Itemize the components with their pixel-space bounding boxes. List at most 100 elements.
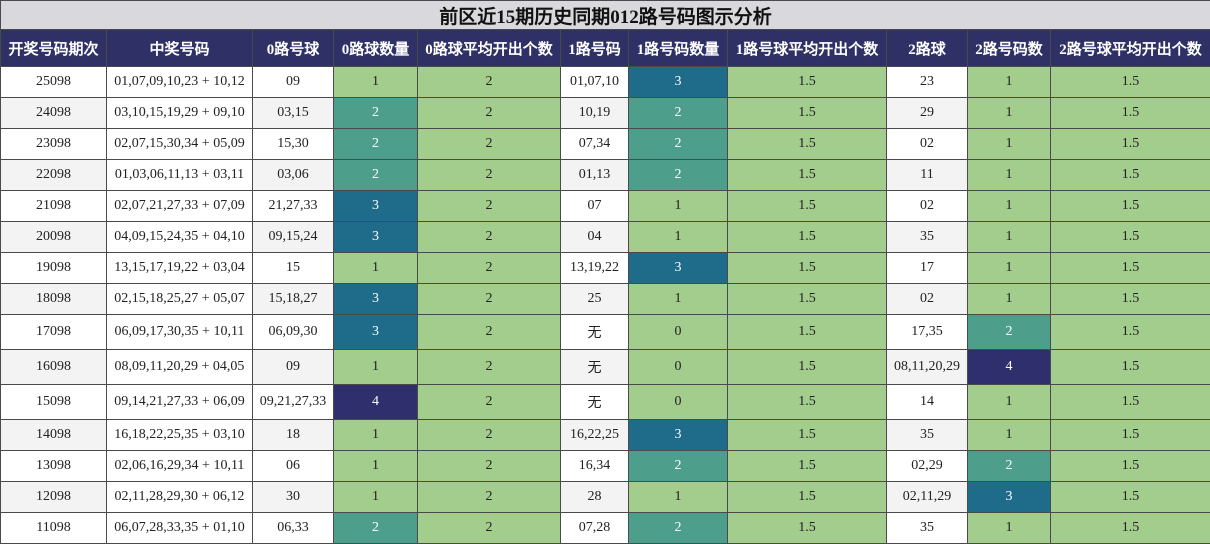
route1-average-cell: 1.5 (727, 97, 887, 129)
table-row: 23098 02,07,15,30,34 + 05,09 15,30 2 2 07,34 2… (0, 128, 1210, 160)
route0-average-cell: 2 (417, 314, 561, 350)
route2-average-cell: 1.5 (1049, 283, 1210, 315)
route0-count-cell: 3 (333, 314, 418, 350)
route1-count-cell: 2 (628, 450, 728, 482)
route0-count-cell: 3 (333, 221, 418, 253)
route1-numbers-cell: 16,34 (560, 450, 629, 482)
period-cell: 23098 (0, 128, 107, 160)
route0-average-cell: 2 (417, 384, 561, 420)
period-cell: 12098 (0, 481, 107, 513)
route0-average-cell: 2 (417, 128, 561, 160)
route1-count-cell: 2 (628, 159, 728, 191)
route0-balls-cell: 09 (252, 349, 334, 385)
route1-numbers-cell: 16,22,25 (560, 419, 629, 451)
period-cell: 11098 (0, 512, 107, 544)
route1-count-cell: 3 (628, 419, 728, 451)
route2-balls-cell: 11 (886, 159, 968, 191)
route1-numbers-cell: 07 (560, 190, 629, 222)
route1-numbers-cell: 25 (560, 283, 629, 315)
route2-count-cell: 1 (967, 159, 1051, 191)
header-route2-average: 2路号球平均开出个数 (1049, 29, 1210, 67)
route2-average-cell: 1.5 (1049, 419, 1210, 451)
route2-count-cell: 4 (967, 349, 1051, 385)
route0-count-cell: 3 (333, 283, 418, 315)
winning-numbers-cell: 06,09,17,30,35 + 10,11 (106, 314, 253, 350)
route2-count-cell: 1 (967, 384, 1051, 420)
period-cell: 14098 (0, 419, 107, 451)
route0-balls-cell: 30 (252, 481, 334, 513)
route2-average-cell: 1.5 (1049, 512, 1210, 544)
route0-balls-cell: 09,21,27,33 (252, 384, 334, 420)
table-row: 25098 01,07,09,10,23 + 10,12 09 1 2 01,07,10 3… (0, 66, 1210, 98)
route0-count-cell: 1 (333, 419, 418, 451)
route1-numbers-cell: 07,34 (560, 128, 629, 160)
route2-average-cell: 1.5 (1049, 450, 1210, 482)
route2-average-cell: 1.5 (1049, 349, 1210, 385)
winning-numbers-cell: 02,07,15,30,34 + 05,09 (106, 128, 253, 160)
header-route0-count: 0路球数量 (333, 29, 418, 67)
route0-average-cell: 2 (417, 66, 561, 98)
header-row: 开奖号码期次 中奖号码 0路号球 0路球数量 0路球平均开出个数 1路号码 1路… (0, 29, 1210, 67)
route2-count-cell: 3 (967, 481, 1051, 513)
route2-average-cell: 1.5 (1049, 314, 1210, 350)
route1-numbers-cell: 01,07,10 (560, 66, 629, 98)
route1-count-cell: 3 (628, 66, 728, 98)
route1-count-cell: 0 (628, 349, 728, 385)
route2-average-cell: 1.5 (1049, 221, 1210, 253)
period-cell: 25098 (0, 66, 107, 98)
period-cell: 17098 (0, 314, 107, 350)
period-cell: 16098 (0, 349, 107, 385)
route2-count-cell: 1 (967, 419, 1051, 451)
table-row: 13098 02,06,16,29,34 + 10,11 06 1 2 16,34 2 1.5… (0, 450, 1210, 482)
route1-average-cell: 1.5 (727, 221, 887, 253)
winning-numbers-cell: 06,07,28,33,35 + 01,10 (106, 512, 253, 544)
header-route2-balls: 2路球 (886, 29, 968, 67)
route0-average-cell: 2 (417, 512, 561, 544)
route0-balls-cell: 06 (252, 450, 334, 482)
route1-numbers-cell: 01,13 (560, 159, 629, 191)
route1-average-cell: 1.5 (727, 159, 887, 191)
period-cell: 21098 (0, 190, 107, 222)
winning-numbers-cell: 03,10,15,19,29 + 09,10 (106, 97, 253, 129)
route1-count-cell: 1 (628, 221, 728, 253)
route0-balls-cell: 15 (252, 252, 334, 284)
route1-count-cell: 2 (628, 512, 728, 544)
route0-average-cell: 2 (417, 283, 561, 315)
route1-average-cell: 1.5 (727, 190, 887, 222)
route2-balls-cell: 02,11,29 (886, 481, 968, 513)
table-row: 21098 02,07,21,27,33 + 07,09 21,27,33 3 2 07 1… (0, 190, 1210, 222)
table-row: 12098 02,11,28,29,30 + 06,12 30 1 2 28 1 1.5 02,… (0, 481, 1210, 513)
route2-average-cell: 1.5 (1049, 384, 1210, 420)
route1-numbers-cell: 无 (560, 314, 629, 350)
table-row: 11098 06,07,28,33,35 + 01,10 06,33 2 2 07,28 2… (0, 512, 1210, 544)
route2-average-cell: 1.5 (1049, 481, 1210, 513)
route1-count-cell: 1 (628, 190, 728, 222)
route2-average-cell: 1.5 (1049, 128, 1210, 160)
route2-balls-cell: 35 (886, 221, 968, 253)
route1-count-cell: 1 (628, 481, 728, 513)
route1-average-cell: 1.5 (727, 419, 887, 451)
header-route0-balls: 0路号球 (252, 29, 334, 67)
route0-count-cell: 4 (333, 384, 418, 420)
route1-numbers-cell: 10,19 (560, 97, 629, 129)
period-cell: 22098 (0, 159, 107, 191)
route1-average-cell: 1.5 (727, 128, 887, 160)
route2-count-cell: 1 (967, 221, 1051, 253)
table-row: 19098 13,15,17,19,22 + 03,04 15 1 2 13,19,22 3… (0, 252, 1210, 284)
route1-average-cell: 1.5 (727, 349, 887, 385)
header-route1-numbers: 1路号码 (560, 29, 629, 67)
header-period: 开奖号码期次 (0, 29, 107, 67)
page-title: 前区近15期历史同期012路号码图示分析 (0, 0, 1210, 30)
route2-average-cell: 1.5 (1049, 97, 1210, 129)
header-route2-count: 2路号码数 (967, 29, 1051, 67)
route0-average-cell: 2 (417, 450, 561, 482)
winning-numbers-cell: 04,09,15,24,35 + 04,10 (106, 221, 253, 253)
route0-count-cell: 3 (333, 190, 418, 222)
route2-count-cell: 1 (967, 66, 1051, 98)
route1-count-cell: 2 (628, 128, 728, 160)
period-cell: 19098 (0, 252, 107, 284)
route1-average-cell: 1.5 (727, 450, 887, 482)
period-cell: 20098 (0, 221, 107, 253)
route2-balls-cell: 35 (886, 512, 968, 544)
